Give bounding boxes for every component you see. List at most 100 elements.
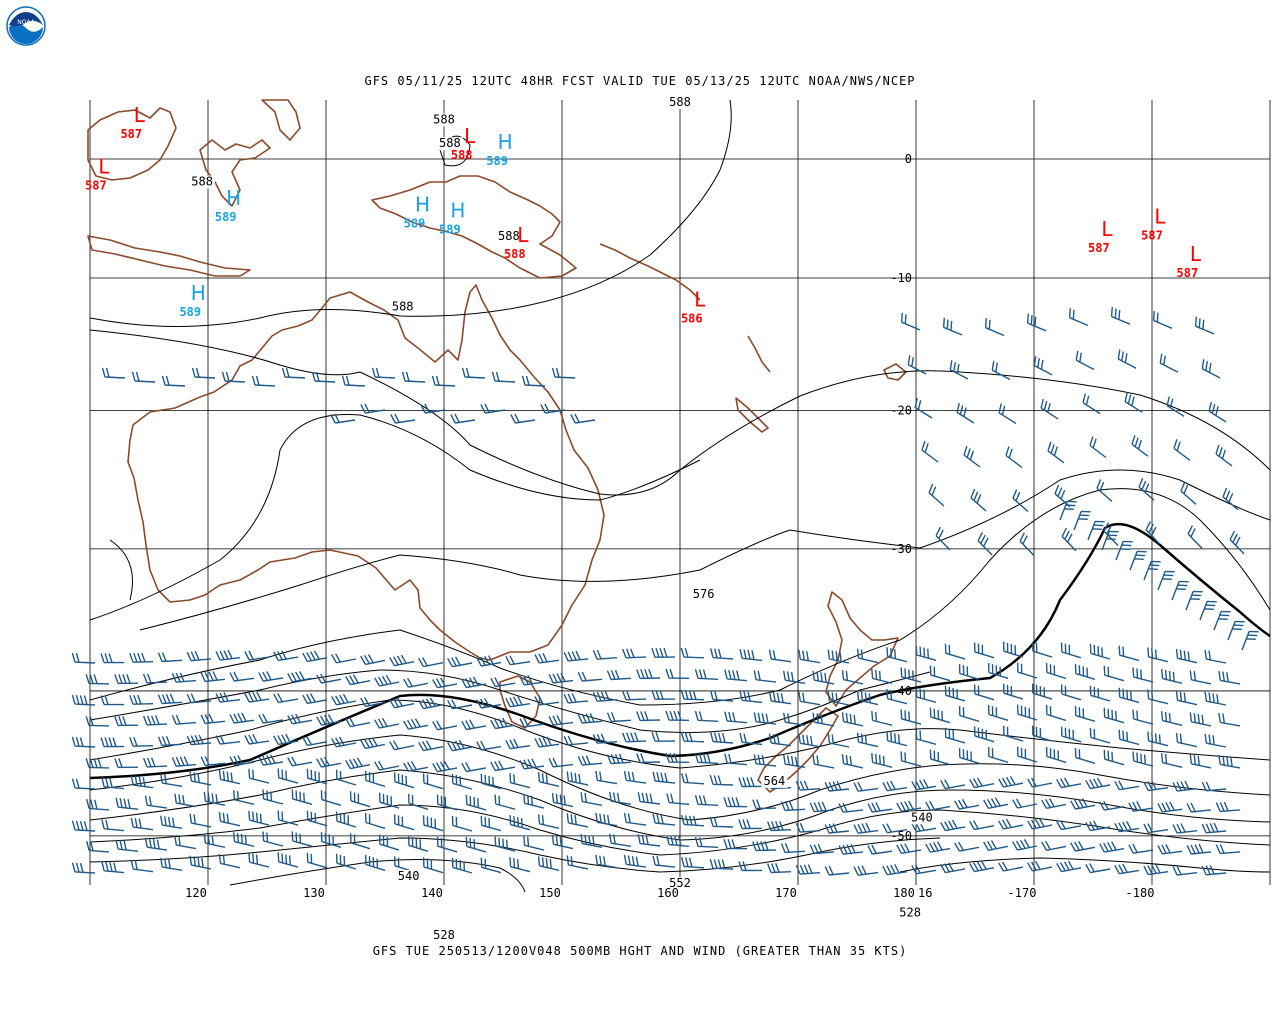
wind-barb [101,861,125,874]
wind-barb [331,693,357,706]
wind-barb [577,755,603,766]
wind-barb [636,753,661,764]
wind-barb [262,831,284,847]
wind-barb [1089,643,1111,660]
wind-barb [1117,349,1137,369]
wind-barb [1085,863,1111,874]
axis-labels: 120 130 140 150 160 170 180 -170 -180 0 -10 -20 -30 -… [185,152,1154,900]
wind-barb [824,823,850,834]
wind-barb [189,771,212,786]
contour-label: 588 [392,299,414,313]
wind-barb [360,737,386,750]
wind-barb [422,815,444,832]
wind-barb [1201,865,1227,876]
wind-barb [551,792,574,808]
wind-barb [911,778,937,791]
wind-barb [1187,525,1203,549]
wind-barb [101,819,125,832]
wind-barb [1032,683,1053,700]
wind-barb [174,793,197,808]
wind-barb [767,863,792,874]
wind-barb [1204,649,1227,664]
wind-barb [436,836,458,853]
wind-barb [1173,439,1191,461]
wind-barb [1213,610,1231,631]
wind-barb [1204,691,1227,706]
wind-barb [841,754,864,769]
wind-barb [780,800,806,812]
vanuatu-coast [747,335,771,373]
wind-barb [1060,642,1082,659]
wind-barb [447,739,473,752]
wind-barb [534,695,560,706]
wind-barb [1047,441,1065,464]
wind-barb [422,857,444,874]
wind-barb [871,668,893,684]
wind-barb [548,715,574,726]
wind-barb [422,773,444,790]
wind-barb [374,717,400,729]
wind-barb [229,755,255,766]
wind-barb [853,822,879,834]
wind-barb [345,674,371,686]
wind-barb [480,403,506,414]
wind-barb [171,714,197,725]
high-center-value: 589 [486,154,508,168]
wind-barb [510,413,536,424]
wind-barb [142,715,168,726]
wind-barb [783,712,806,726]
wind-barb [1161,711,1183,726]
wind-barb [563,735,589,746]
wind-barb [1172,823,1198,834]
wind-barb [1172,865,1198,876]
wind-barb [1128,843,1154,854]
wind-barb [900,312,921,331]
wind-barb [316,756,342,768]
wind-barb [652,855,676,868]
wind-barb [1132,709,1154,725]
wind-barb [534,652,560,664]
wind-barb [580,834,603,848]
wind-barb [753,712,777,725]
wind-barb [447,699,473,710]
wind-barb [1215,801,1241,813]
wind-barbs [71,306,1259,876]
wind-barb [1074,748,1096,764]
wind-barb [273,693,299,704]
wind-barb [838,802,864,813]
wind-barb [1012,798,1038,809]
contour-576 [109,469,1271,631]
wind-barb [809,801,835,813]
wind-barb [637,792,661,805]
wind-barb [394,772,415,789]
wind-barb [680,689,705,701]
wind-barb [1157,801,1183,813]
wind-barb [1166,396,1185,417]
wind-barb [988,662,1009,679]
wind-barb [988,746,1009,763]
lon-label: -170 [1008,886,1037,900]
wind-barb [1145,521,1161,545]
wind-barb [85,716,110,727]
wind-barb [1060,726,1082,743]
wind-barb [867,802,893,813]
wind-barb [1070,798,1096,810]
wind-barb [233,790,255,805]
wind-barb [491,371,516,383]
wind-barb [929,749,951,766]
wind-barb [1082,393,1101,415]
wind-barb [101,777,125,790]
wind-barb [963,445,981,468]
wind-barb [827,733,850,748]
wind-barb [944,727,966,744]
wind-barb [595,770,618,785]
wind-barb [921,440,939,463]
wind-barb [665,710,690,721]
wind-barb [316,714,342,726]
wind-barb [365,770,386,788]
low-center-value: 587 [120,127,142,141]
high-center-value: 589 [179,305,201,319]
contour-label: 528 [899,906,921,920]
wind-barb [494,836,516,852]
contour-label: 552 [669,876,691,890]
